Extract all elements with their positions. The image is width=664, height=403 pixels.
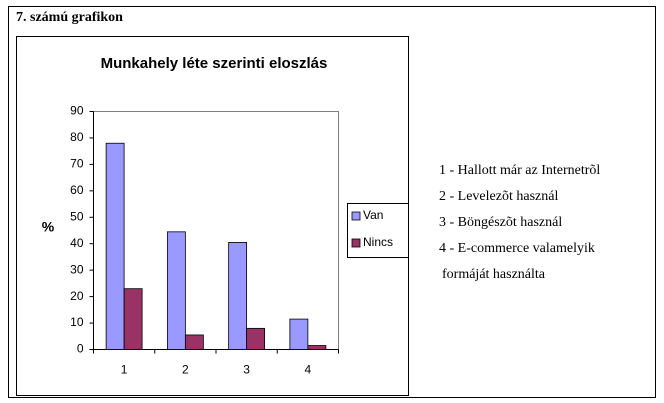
bar [166, 231, 186, 350]
bar [228, 241, 248, 350]
bar [123, 288, 143, 350]
x-tick-label: 4 [305, 363, 312, 377]
note-line: 3 - Böngészõt használ [439, 215, 562, 230]
y-tick-label: 30 [70, 262, 84, 276]
bar [307, 345, 327, 350]
x-tick-label: 3 [243, 363, 250, 377]
y-tick-label: 50 [70, 209, 84, 223]
y-tick-label: 60 [70, 183, 84, 197]
y-tick-label: 40 [70, 236, 84, 250]
legend-label: Nincs [363, 235, 393, 249]
y-axis-label: % [42, 219, 55, 235]
bar [105, 142, 125, 350]
y-tick-label: 10 [70, 315, 84, 329]
bar [184, 334, 204, 350]
x-tick-label: 2 [182, 363, 189, 377]
chart-title: Munkahely léte szerinti eloszlás [101, 55, 328, 72]
note-line: formáját használta [442, 267, 546, 282]
y-tick-label: 80 [70, 130, 84, 144]
note-line: 1 - Hallott már az Internetrõl [439, 163, 600, 178]
outer-frame [8, 6, 656, 398]
note-line: 2 - Levelezõt használ [439, 189, 558, 204]
x-tick-label: 1 [121, 363, 128, 377]
legend-swatch [351, 211, 361, 221]
y-tick-label: 20 [70, 289, 84, 303]
bar [246, 327, 266, 350]
bar [289, 318, 309, 350]
heading: 7. számú grafikon [16, 10, 123, 25]
legend-label: Van [363, 208, 383, 222]
legend-swatch [351, 238, 361, 248]
y-tick-label: 70 [70, 157, 84, 171]
y-tick-label: 0 [77, 342, 84, 356]
note-line: 4 - E-commerce valamelyik [439, 241, 595, 256]
y-tick-label: 90 [70, 104, 84, 118]
